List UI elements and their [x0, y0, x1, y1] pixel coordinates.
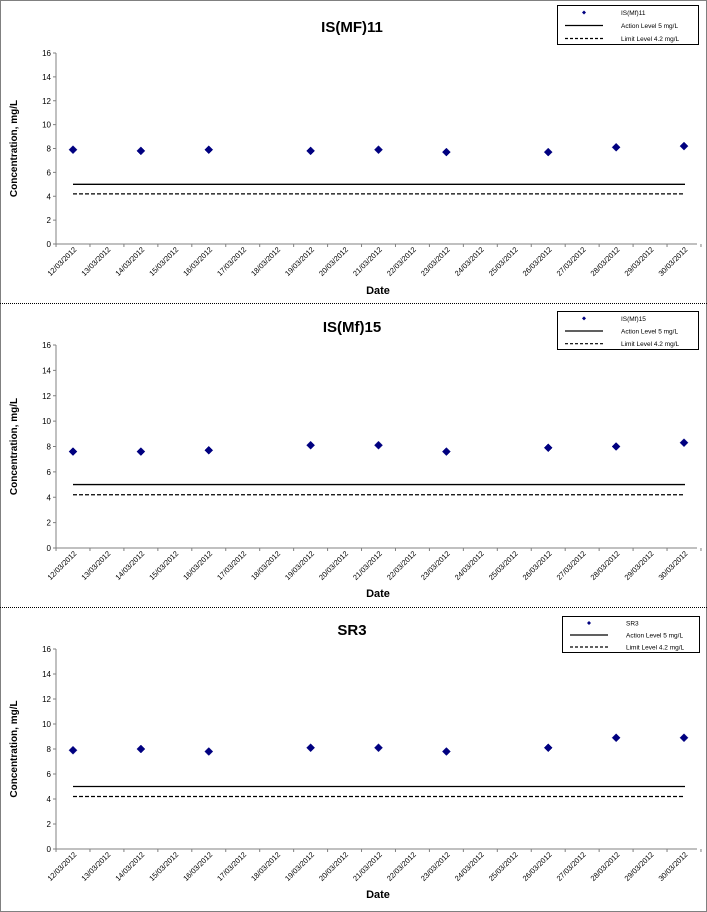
data-point: [543, 147, 553, 157]
data-point: [442, 147, 451, 157]
data-point: [68, 145, 78, 155]
legend-label: IS(Mf)15: [621, 316, 646, 323]
y-tick-label: 12: [42, 97, 51, 106]
x-axis-label: Date: [366, 588, 390, 600]
data-point: [374, 743, 383, 753]
data-point: [374, 440, 383, 450]
y-tick-label: 14: [42, 73, 51, 82]
legend: IS(Mf)15 Action Level 5 mg/L Limit Level 4…: [557, 311, 699, 350]
y-tick-label: 2: [47, 216, 52, 225]
data-point: [204, 747, 214, 756]
legend-label: SR3: [626, 621, 639, 628]
y-tick-label: 0: [47, 544, 52, 553]
data-point: [136, 146, 146, 156]
data-point: [374, 145, 383, 155]
data-point: [136, 744, 146, 754]
y-tick-label: 16: [42, 341, 51, 350]
y-tick-label: 16: [42, 645, 51, 654]
y-tick-label: 10: [42, 121, 51, 130]
legend-label: IS(Mf)11: [621, 10, 646, 17]
y-tick-label: 10: [42, 720, 51, 729]
y-tick-label: 8: [47, 145, 52, 154]
data-point: [306, 146, 315, 156]
y-tick-label: 12: [42, 695, 51, 704]
data-point: [204, 145, 214, 155]
legend-marker: [582, 10, 586, 15]
legend-label: Action Level 5 mg/L: [626, 633, 683, 640]
legend: SR3 Action Level 5 mg/L Limit Level 4.2 mg…: [562, 616, 700, 653]
legend-label: Limit Level 4.2 mg/L: [626, 645, 685, 652]
legend-marker: [582, 316, 586, 321]
legend-label: Limit Level 4.2 mg/L: [621, 36, 680, 43]
y-axis-label: Concentration, mg/L: [9, 398, 20, 495]
data-point: [611, 733, 621, 743]
legend-label: Action Level 5 mg/L: [621, 329, 678, 336]
y-tick-label: 6: [47, 168, 52, 177]
y-tick-label: 2: [47, 820, 52, 829]
y-tick-label: 14: [42, 366, 51, 375]
data-point: [679, 733, 689, 743]
data-point: [136, 447, 146, 456]
legend: IS(Mf)11 Action Level 5 mg/L Limit Level 4…: [557, 5, 699, 45]
y-tick-label: 4: [47, 192, 52, 201]
y-tick-label: 2: [47, 519, 52, 528]
data-point: [611, 442, 621, 451]
chart-title: IS(Mf)15: [323, 319, 381, 336]
chart-title: SR3: [337, 622, 366, 639]
y-tick-label: 10: [42, 417, 51, 426]
data-point: [68, 447, 78, 456]
y-tick-label: 6: [47, 468, 52, 477]
data-point: [679, 141, 689, 151]
y-tick-label: 8: [47, 443, 52, 452]
data-point: [306, 440, 315, 450]
y-axis-label: Concentration, mg/L: [9, 100, 20, 197]
y-tick-label: 0: [47, 845, 52, 854]
data-point: [204, 445, 214, 455]
chart-title: IS(MF)11: [321, 19, 383, 36]
data-point: [543, 443, 553, 453]
legend-marker: [587, 621, 591, 625]
y-tick-label: 4: [47, 795, 52, 804]
data-point: [679, 438, 689, 448]
y-tick-label: 16: [42, 49, 51, 58]
legend-label: Action Level 5 mg/L: [621, 23, 678, 30]
x-axis-label: Date: [366, 889, 390, 901]
data-point: [611, 142, 621, 152]
data-point: [543, 743, 553, 753]
y-tick-label: 6: [47, 770, 52, 779]
data-point: [442, 447, 451, 456]
y-tick-label: 8: [47, 745, 52, 754]
data-point: [442, 747, 451, 756]
y-axis-label: Concentration, mg/L: [9, 700, 20, 797]
legend-label: Limit Level 4.2 mg/L: [621, 341, 680, 348]
y-tick-label: 0: [47, 240, 52, 249]
data-point: [68, 745, 78, 755]
data-point: [306, 743, 315, 753]
x-axis-label: Date: [366, 285, 390, 297]
y-tick-label: 14: [42, 670, 51, 679]
y-tick-label: 12: [42, 392, 51, 401]
y-tick-label: 4: [47, 493, 52, 502]
